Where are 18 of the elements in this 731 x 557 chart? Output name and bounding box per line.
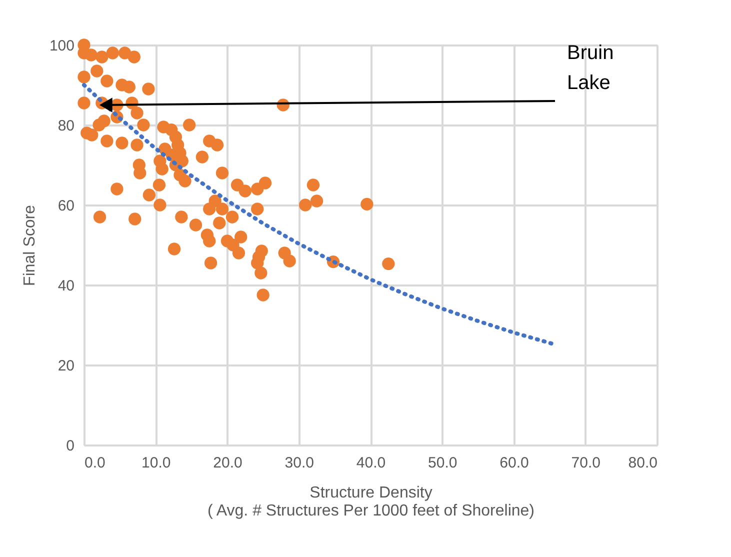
y-tick-label: 60 (58, 198, 74, 214)
y-tick-label: 40 (58, 278, 74, 294)
x-tick-label: 70.0 (571, 454, 600, 472)
x-tick-label: 40.0 (356, 454, 386, 472)
x-axis-title: Structure Density ( Avg. # Structures Per 1000 feet of Shoreline) (208, 484, 534, 520)
y-axis-title: Final Score (21, 204, 38, 286)
x-tick-label: 0.0 (84, 454, 106, 472)
x-tick-label: 20.0 (213, 454, 242, 472)
x-tick-label: 10.0 (142, 454, 171, 472)
y-tick-label: 100 (49, 38, 74, 54)
x-tick-label: 80.0 (628, 454, 658, 472)
y-tick-label: 0 (66, 438, 74, 454)
annotation: Bruin Lake (567, 42, 614, 94)
y-tick-label: 20 (58, 358, 74, 374)
y-tick-label: 80 (58, 118, 74, 134)
x-tick-label: 60.0 (500, 454, 529, 472)
x-tick-label: 50.0 (428, 454, 458, 472)
x-tick-label: 30.0 (284, 454, 314, 472)
